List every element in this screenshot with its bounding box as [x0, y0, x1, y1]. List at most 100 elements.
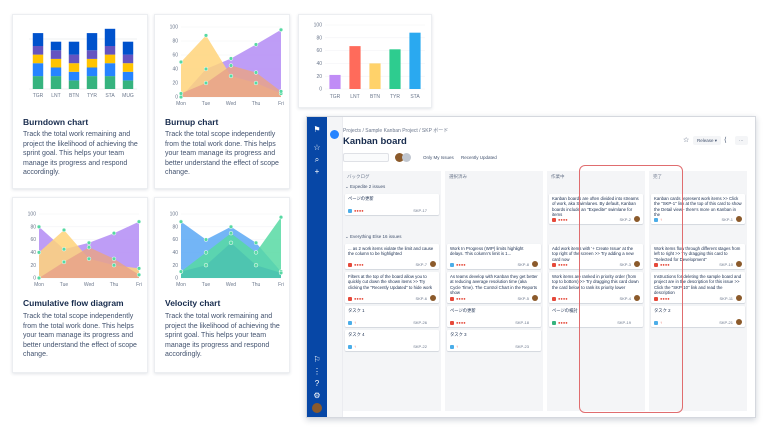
issue-key[interactable]: SKP-3	[619, 262, 631, 267]
star-icon[interactable]: ☆	[313, 143, 321, 152]
card-title: Velocity chart	[165, 298, 221, 308]
page-title: Kanban board	[343, 136, 407, 147]
card-description: Track the total work remaining and proje…	[23, 131, 138, 177]
x-tick-label: Wed	[84, 282, 94, 288]
cumulative-flow-card[interactable]: 0 20 40 60 80 100 Mon Tue Wed Thu Fri Cumulative f…	[12, 197, 148, 373]
quick-filter-my-issues[interactable]: Only My Issues	[423, 155, 454, 160]
issue-card[interactable]: Instructions for deleting the sample boa…	[651, 272, 745, 303]
y-tick-label: 100	[170, 212, 179, 218]
x-tick-label: Tue	[60, 282, 69, 288]
bug-icon	[348, 296, 352, 301]
settings-icon[interactable]: ⚙	[313, 391, 321, 400]
issue-key[interactable]: SKP-18	[515, 320, 529, 325]
bug-icon	[450, 320, 454, 325]
issue-key[interactable]: SKP-21	[719, 320, 733, 325]
issue-card[interactable]: ページの検討 ●●●● SKP-19	[549, 306, 643, 327]
issue-key[interactable]: SKP-2	[619, 217, 631, 222]
data-point	[111, 263, 117, 268]
burndown-chart-card[interactable]: TGR LNT BTN TYR STA MUG Burndown chart Track …	[12, 14, 148, 189]
bar-chart-card[interactable]: 0 20 40 60 80 100 TGR LNT BTN TYR STA	[298, 14, 432, 108]
issue-card[interactable]: Add work items with '+ Create Issue' at …	[549, 244, 643, 269]
task-icon	[348, 344, 352, 349]
data-point	[203, 263, 209, 268]
project-avatar[interactable]	[330, 130, 339, 139]
card-summary: As teams develop with Kanban they get be…	[450, 274, 538, 296]
card-description: Track the total scope independently from…	[165, 131, 279, 177]
profile-avatar[interactable]	[312, 403, 322, 413]
bar	[409, 32, 421, 89]
avatar[interactable]	[402, 153, 411, 162]
issue-card[interactable]: タスク 4 ↑ SKP-22	[345, 330, 439, 351]
apps-icon[interactable]: ⋮	[313, 367, 321, 376]
avatar[interactable]	[395, 153, 404, 162]
issue-key[interactable]: SKP-6	[415, 296, 427, 301]
issue-card[interactable]: タスク 1 ↑ SKP-26	[345, 306, 439, 327]
release-button[interactable]: Release ▾	[693, 136, 722, 145]
issue-key[interactable]: SKP-1	[721, 217, 733, 222]
issue-card[interactable]: ページの更新 ●●●● SKP-18	[447, 306, 541, 327]
task-icon	[654, 320, 658, 325]
task-icon	[450, 344, 454, 349]
star-board-icon[interactable]: ☆	[683, 137, 690, 144]
card-summary: タスク 4	[348, 332, 365, 337]
priority-icon: ●●●●	[456, 262, 466, 267]
issue-key[interactable]: SKP-19	[617, 320, 631, 325]
bar-segment	[86, 67, 98, 77]
issue-card[interactable]: Kanban cards represent work items >> Cli…	[651, 194, 745, 224]
notifications-icon[interactable]: ⚐	[313, 355, 321, 364]
priority-icon: ●●●●	[558, 262, 568, 267]
issue-card[interactable]: Work In Progress (WIP) limits highlight …	[447, 244, 541, 269]
search-input[interactable]	[343, 153, 389, 162]
x-tick-label: Mon	[176, 282, 186, 288]
issue-card[interactable]: タスク 2 ↑ SKP-21	[651, 306, 745, 327]
search-icon[interactable]: ⌕	[314, 155, 320, 164]
issue-card[interactable]: タスク 3 ↑ SKP-23	[447, 330, 541, 351]
share-icon[interactable]: ⟨	[724, 137, 727, 144]
burndown-chart: TGR LNT BTN TYR STA MUG	[29, 28, 137, 99]
jira-logo-icon[interactable]: ⚑	[313, 125, 321, 134]
issue-key[interactable]: SKP-10	[719, 262, 733, 267]
quick-filter-recently-updated[interactable]: Recently Updated	[461, 155, 497, 160]
data-point	[203, 237, 209, 242]
column-highlight	[579, 165, 683, 413]
avatar	[430, 295, 436, 301]
card-title: Burndown chart	[23, 117, 89, 127]
y-tick-label: 100	[28, 212, 37, 218]
bar-chart: 0 20 40 60 80 100 TGR LNT BTN TYR STA	[314, 23, 425, 100]
priority-icon: ↑	[660, 320, 662, 325]
area-series	[181, 242, 281, 278]
issue-key[interactable]: SKP-17	[413, 208, 427, 213]
card-description: Track the total work remaining and proje…	[165, 313, 280, 359]
issue-key[interactable]: SKP-7	[415, 262, 427, 267]
issue-key[interactable]: SKP-4	[619, 296, 631, 301]
issue-card[interactable]: ページの更新 ●●●● SKP-17	[345, 194, 439, 215]
swimlane-expedite[interactable]: ⌄ Expedite 2 issues	[345, 184, 386, 189]
issue-key[interactable]: SKP-5	[517, 296, 529, 301]
velocity-chart: 0 20 40 60 80 100 Mon Tue Wed Thu Fri	[170, 212, 284, 288]
issue-card[interactable]: As teams develop with Kanban they get be…	[447, 272, 541, 303]
issue-card[interactable]: Work items are ranked in priority order …	[549, 272, 643, 303]
issue-key[interactable]: SKP-26	[413, 320, 427, 325]
issue-key[interactable]: SKP-8	[517, 262, 529, 267]
swimlane-everything-else[interactable]: ⌄ Everything Else 16 issues	[345, 234, 402, 239]
x-tick-label: Tue	[202, 282, 211, 288]
issue-card[interactable]: Kanban boards are often divided into str…	[549, 194, 643, 224]
issue-card[interactable]: Work items flow through different stages…	[651, 244, 745, 269]
more-button[interactable]: ···	[735, 136, 748, 145]
bar-segment	[104, 76, 116, 89]
burnup-chart-card[interactable]: 0 20 40 60 80 100 Mon Tue Wed Thu Fri Burnup chart…	[154, 14, 290, 189]
issue-key[interactable]: SKP-22	[413, 344, 427, 349]
help-icon[interactable]: ?	[314, 379, 320, 388]
bar-segment	[122, 71, 134, 81]
velocity-chart-card[interactable]: 0 20 40 60 80 100 Mon Tue Wed Thu Fri Velocity cha…	[154, 197, 290, 373]
breadcrumb[interactable]: Projects / Sample Kanban Project / SKP ボ…	[343, 128, 449, 134]
data-point	[136, 272, 142, 277]
task-icon	[450, 262, 454, 267]
data-point	[203, 33, 209, 38]
bug-icon	[552, 296, 556, 301]
issue-key[interactable]: SKP-23	[515, 344, 529, 349]
create-icon[interactable]: +	[314, 167, 320, 176]
issue-card[interactable]: Filters at the top of the board allow yo…	[345, 272, 439, 303]
issue-key[interactable]: SKP-11	[719, 296, 734, 301]
issue-card[interactable]: ... as 2 work items violate the limit an…	[345, 244, 439, 269]
